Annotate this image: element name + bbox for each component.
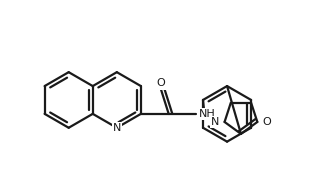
- Text: NH: NH: [198, 109, 215, 119]
- Text: N: N: [211, 117, 220, 127]
- Text: N: N: [113, 123, 121, 133]
- Text: O: O: [156, 78, 165, 89]
- Text: O: O: [262, 117, 271, 127]
